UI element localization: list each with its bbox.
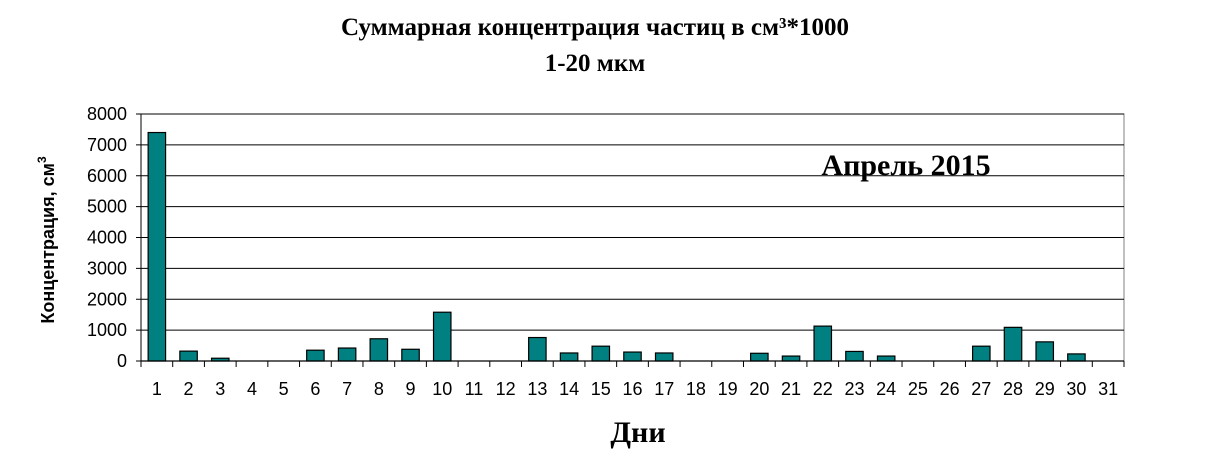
bar <box>876 355 896 362</box>
y-axis-label-superscript: 3 <box>35 156 49 163</box>
y-tick-label: 8000 <box>87 104 127 124</box>
x-tick-label: 26 <box>940 379 960 399</box>
x-tick-label: 21 <box>781 379 801 399</box>
x-tick-label: 25 <box>908 379 928 399</box>
x-tick-label: 28 <box>1003 379 1023 399</box>
x-tick-label: 15 <box>591 379 611 399</box>
bar <box>1067 353 1086 362</box>
bars <box>147 131 1086 362</box>
x-tick-label: 23 <box>844 379 864 399</box>
x-tick-label: 13 <box>527 379 547 399</box>
y-tick-label: 6000 <box>87 166 127 186</box>
bar <box>971 345 991 362</box>
bar <box>559 352 579 362</box>
x-tick-label: 14 <box>559 379 579 399</box>
x-tick-label: 12 <box>496 379 516 399</box>
x-tick-label: 5 <box>279 379 289 399</box>
y-axis-label: Концентрация, см3 <box>35 156 58 324</box>
y-tick-label: 7000 <box>87 135 127 155</box>
y-tick-label: 3000 <box>87 258 127 278</box>
x-tick-label: 8 <box>374 379 384 399</box>
x-tick-label: 29 <box>1035 379 1055 399</box>
bar <box>845 350 864 362</box>
x-tick-label: 22 <box>813 379 833 399</box>
bar <box>654 352 674 362</box>
chart-subtitle: 1-20 мкм <box>544 50 646 77</box>
y-tick-label: 4000 <box>87 228 127 248</box>
bar <box>337 347 357 362</box>
bar <box>623 351 642 362</box>
bar <box>1035 341 1055 362</box>
bar <box>1003 326 1023 362</box>
x-tick-label: 9 <box>406 379 416 399</box>
x-tick-label: 24 <box>876 379 896 399</box>
y-tick-label: 1000 <box>87 320 127 340</box>
bar <box>401 348 420 362</box>
chart-annotation: Апрель 2015 <box>821 149 990 182</box>
x-tick-label: 4 <box>247 379 257 399</box>
x-tick-label: 16 <box>622 379 642 399</box>
x-tick-label: 31 <box>1098 379 1118 399</box>
x-tick-label: 11 <box>465 379 484 399</box>
x-tick-label: 20 <box>749 379 769 399</box>
x-axis-label: Дни <box>610 416 665 449</box>
grid <box>140 113 1125 362</box>
bar <box>750 352 769 362</box>
bar <box>147 131 167 362</box>
y-axis-label-text: Концентрация, см <box>38 163 58 324</box>
x-tick-label: 6 <box>310 379 320 399</box>
x-tick-label: 2 <box>184 379 194 399</box>
bar <box>369 338 389 362</box>
x-tick-label: 18 <box>686 379 706 399</box>
bar <box>591 345 611 362</box>
bar <box>306 349 325 362</box>
x-tick-label: 10 <box>432 379 452 399</box>
x-tick-label: 3 <box>215 379 225 399</box>
bar <box>813 325 833 362</box>
y-tick-label: 2000 <box>87 289 127 309</box>
x-tick-label: 27 <box>971 379 991 399</box>
y-tick-label: 5000 <box>87 197 127 217</box>
x-tick-label: 1 <box>152 379 162 399</box>
x-tick-label: 17 <box>654 379 674 399</box>
x-tick-label: 19 <box>718 379 738 399</box>
bar <box>781 355 801 362</box>
bar <box>179 350 198 362</box>
x-tick-label: 7 <box>342 379 352 399</box>
x-tick-label: 30 <box>1066 379 1086 399</box>
chart-title: Суммарная концентрация частиц в см³*1000 <box>341 14 849 41</box>
bar <box>528 336 547 362</box>
y-tick-label: 0 <box>117 351 127 371</box>
bar <box>432 311 452 362</box>
